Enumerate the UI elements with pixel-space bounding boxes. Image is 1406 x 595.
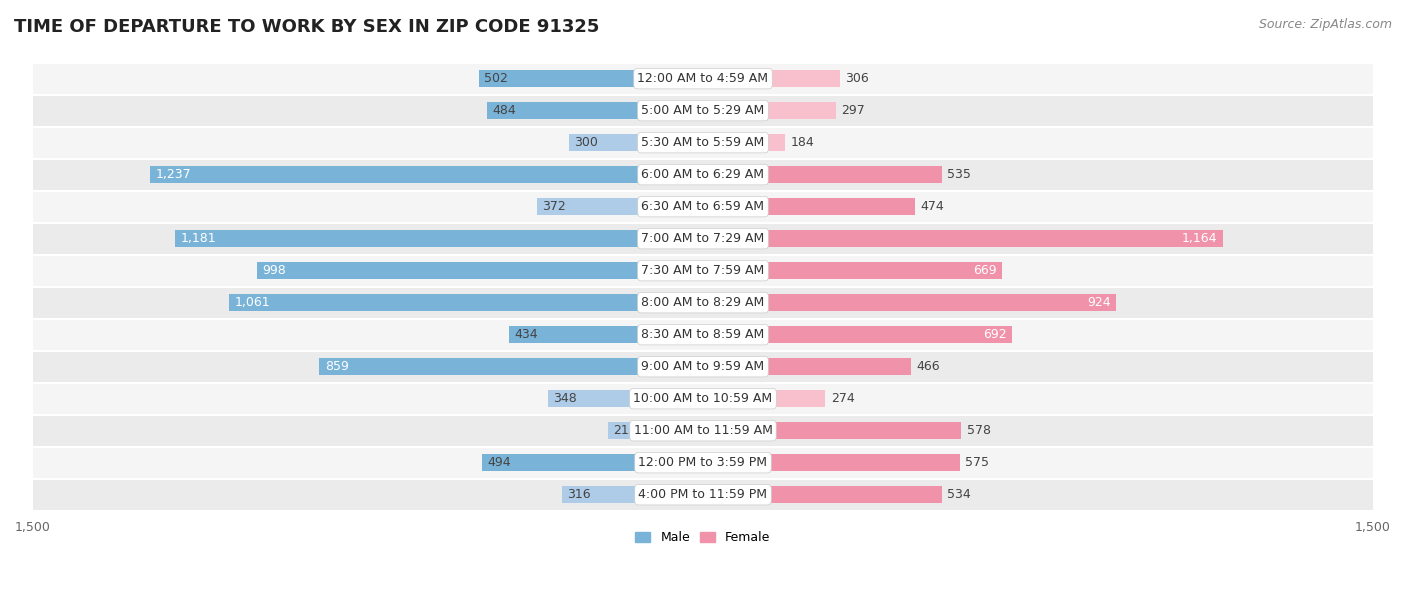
- Text: TIME OF DEPARTURE TO WORK BY SEX IN ZIP CODE 91325: TIME OF DEPARTURE TO WORK BY SEX IN ZIP …: [14, 18, 599, 36]
- Bar: [703, 390, 825, 407]
- Bar: [32, 319, 1374, 350]
- Bar: [229, 295, 703, 311]
- Bar: [32, 127, 1374, 159]
- Text: 1,164: 1,164: [1182, 232, 1218, 245]
- Text: 7:00 AM to 7:29 AM: 7:00 AM to 7:29 AM: [641, 232, 765, 245]
- Bar: [32, 159, 1374, 190]
- Bar: [703, 230, 1223, 247]
- Text: 8:30 AM to 8:59 AM: 8:30 AM to 8:59 AM: [641, 328, 765, 341]
- Text: 6:00 AM to 6:29 AM: 6:00 AM to 6:29 AM: [641, 168, 765, 181]
- Text: 5:30 AM to 5:59 AM: 5:30 AM to 5:59 AM: [641, 136, 765, 149]
- Text: 502: 502: [484, 72, 508, 85]
- Bar: [569, 134, 703, 151]
- Bar: [32, 255, 1374, 287]
- Bar: [176, 230, 703, 247]
- Bar: [32, 415, 1374, 447]
- Text: 692: 692: [983, 328, 1007, 341]
- Text: 434: 434: [515, 328, 538, 341]
- Bar: [703, 455, 960, 471]
- Text: 1,061: 1,061: [235, 296, 270, 309]
- Bar: [703, 134, 785, 151]
- Bar: [703, 262, 1002, 279]
- Text: 859: 859: [325, 360, 349, 373]
- Bar: [547, 390, 703, 407]
- Bar: [257, 262, 703, 279]
- Text: 4:00 PM to 11:59 PM: 4:00 PM to 11:59 PM: [638, 488, 768, 501]
- Text: 348: 348: [553, 392, 576, 405]
- Text: 213: 213: [613, 424, 637, 437]
- Text: 297: 297: [841, 104, 865, 117]
- Bar: [32, 383, 1374, 415]
- Text: 11:00 AM to 11:59 AM: 11:00 AM to 11:59 AM: [634, 424, 772, 437]
- Legend: Male, Female: Male, Female: [630, 526, 776, 549]
- Bar: [509, 326, 703, 343]
- Bar: [486, 102, 703, 119]
- Bar: [562, 486, 703, 503]
- Text: 12:00 PM to 3:59 PM: 12:00 PM to 3:59 PM: [638, 456, 768, 469]
- Bar: [32, 479, 1374, 511]
- Text: 575: 575: [965, 456, 990, 469]
- Text: 8:00 AM to 8:29 AM: 8:00 AM to 8:29 AM: [641, 296, 765, 309]
- Text: 306: 306: [845, 72, 869, 85]
- Text: 7:30 AM to 7:59 AM: 7:30 AM to 7:59 AM: [641, 264, 765, 277]
- Bar: [32, 190, 1374, 223]
- Text: 274: 274: [831, 392, 855, 405]
- Bar: [32, 447, 1374, 479]
- Bar: [703, 486, 942, 503]
- Bar: [703, 166, 942, 183]
- Bar: [703, 358, 911, 375]
- Bar: [482, 455, 703, 471]
- Text: 1,181: 1,181: [181, 232, 217, 245]
- Text: 998: 998: [263, 264, 287, 277]
- Text: 184: 184: [790, 136, 814, 149]
- Text: 474: 474: [920, 200, 943, 213]
- Text: 9:00 AM to 9:59 AM: 9:00 AM to 9:59 AM: [641, 360, 765, 373]
- Text: 494: 494: [488, 456, 512, 469]
- Bar: [319, 358, 703, 375]
- Text: 372: 372: [543, 200, 567, 213]
- Text: 12:00 AM to 4:59 AM: 12:00 AM to 4:59 AM: [637, 72, 769, 85]
- Text: 669: 669: [973, 264, 997, 277]
- Text: 535: 535: [948, 168, 972, 181]
- Text: 924: 924: [1087, 296, 1111, 309]
- Bar: [479, 70, 703, 87]
- Bar: [32, 350, 1374, 383]
- Text: Source: ZipAtlas.com: Source: ZipAtlas.com: [1258, 18, 1392, 31]
- Bar: [607, 422, 703, 439]
- Bar: [150, 166, 703, 183]
- Bar: [32, 95, 1374, 127]
- Text: 1,237: 1,237: [156, 168, 191, 181]
- Bar: [703, 70, 839, 87]
- Bar: [32, 287, 1374, 319]
- Bar: [32, 62, 1374, 95]
- Text: 5:00 AM to 5:29 AM: 5:00 AM to 5:29 AM: [641, 104, 765, 117]
- Text: 466: 466: [917, 360, 941, 373]
- Text: 300: 300: [574, 136, 598, 149]
- Text: 10:00 AM to 10:59 AM: 10:00 AM to 10:59 AM: [634, 392, 772, 405]
- Bar: [32, 223, 1374, 255]
- Bar: [703, 102, 835, 119]
- Text: 578: 578: [966, 424, 991, 437]
- Bar: [703, 326, 1012, 343]
- Bar: [537, 198, 703, 215]
- Text: 534: 534: [946, 488, 970, 501]
- Text: 484: 484: [492, 104, 516, 117]
- Bar: [703, 295, 1116, 311]
- Bar: [703, 422, 962, 439]
- Text: 316: 316: [567, 488, 591, 501]
- Bar: [703, 198, 915, 215]
- Text: 6:30 AM to 6:59 AM: 6:30 AM to 6:59 AM: [641, 200, 765, 213]
